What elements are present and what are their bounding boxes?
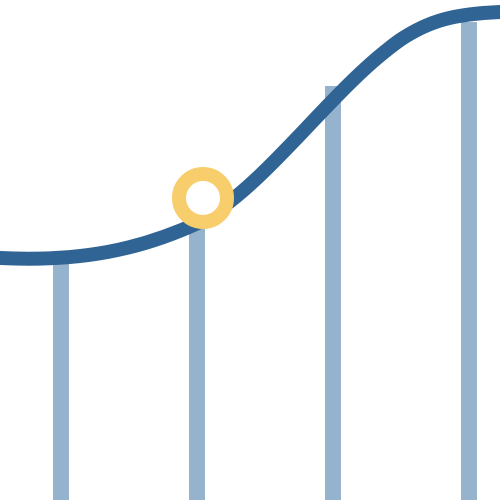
bar-3 bbox=[325, 86, 341, 500]
bar-1 bbox=[53, 262, 69, 500]
trend-curve bbox=[0, 5, 500, 266]
bar-4 bbox=[461, 22, 477, 500]
highlight-marker bbox=[172, 167, 234, 229]
bar-2 bbox=[189, 220, 205, 500]
